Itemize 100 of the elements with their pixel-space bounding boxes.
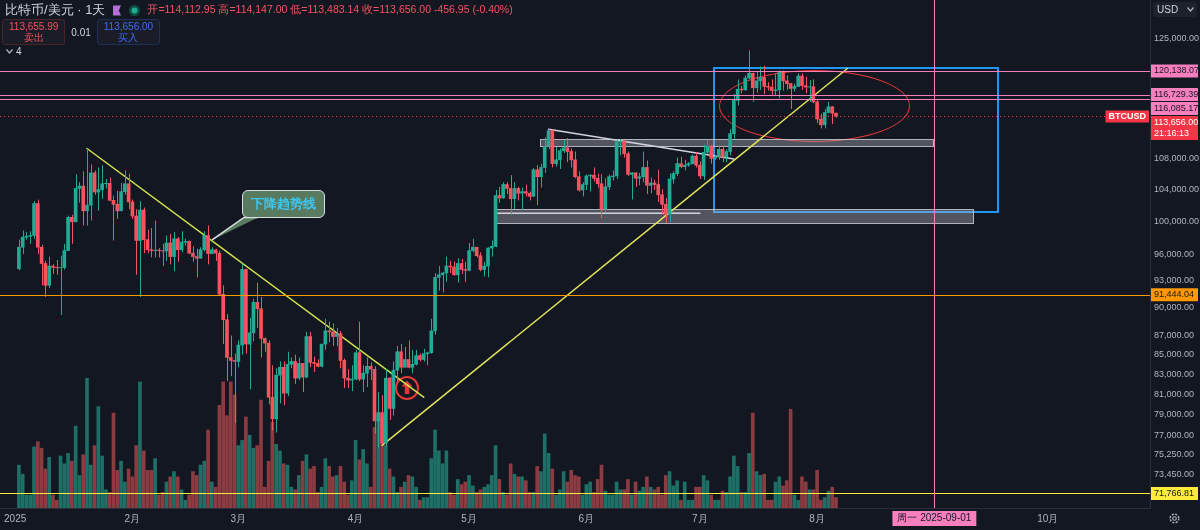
bar (690, 499, 695, 508)
bar (81, 454, 86, 508)
bar (259, 399, 263, 508)
bar (274, 443, 278, 508)
y-tick-label: 100,000.00 (1154, 215, 1200, 226)
bar (542, 433, 547, 508)
y-tick-label: 83,000.00 (1154, 368, 1195, 379)
bar (800, 476, 804, 508)
y-tick-label: 90,000.00 (1154, 302, 1195, 313)
candlestick (17, 239, 21, 271)
bar (32, 446, 36, 508)
bar (244, 416, 248, 508)
candlestick (463, 261, 468, 283)
bar (194, 475, 199, 508)
y-tick-label: 79,000.00 (1154, 409, 1195, 420)
candlestick (361, 364, 365, 393)
candlestick (558, 147, 562, 170)
candlestick (750, 72, 755, 103)
bar (675, 480, 679, 508)
candlestick (323, 318, 328, 351)
y-tick-label: 104,000.00 (1154, 183, 1200, 194)
candlestick (119, 182, 123, 212)
candlestick (70, 214, 74, 245)
bar (421, 497, 426, 508)
bar (769, 499, 774, 508)
bar (747, 453, 751, 508)
bar (815, 469, 819, 508)
bar (141, 450, 146, 508)
ref-line-label: 113,656.00 21:16:13 (1154, 117, 1199, 139)
bar (134, 445, 139, 508)
x-tick-label: 10月 (1037, 512, 1059, 524)
ref-line-label: 91,444.04 (1154, 289, 1195, 300)
candlestick (629, 171, 634, 201)
ref-line-label: 71,766.81 (1154, 487, 1195, 498)
bar (482, 486, 487, 508)
bar (206, 429, 210, 508)
candlestick (554, 146, 558, 168)
candlestick (331, 322, 335, 347)
bar (334, 475, 339, 508)
bar (550, 468, 555, 508)
bar (228, 381, 233, 508)
ref-line-label: 120,138.07 (1154, 65, 1200, 76)
bar (36, 441, 40, 508)
y-tick-label: 87,000.00 (1154, 330, 1195, 341)
bar (119, 460, 123, 508)
y-tick-label: 85,000.00 (1154, 349, 1195, 360)
ref-line-label: 116,085.17 (1154, 103, 1199, 114)
bar (716, 499, 721, 508)
bar (750, 412, 755, 508)
y-tick-label: 108,000.00 (1154, 152, 1200, 163)
candlestick (641, 150, 645, 183)
bar (210, 481, 214, 508)
y-tick-label: 96,000.00 (1154, 249, 1195, 260)
y-tick-label: 81,000.00 (1154, 388, 1195, 399)
bar (516, 476, 521, 508)
bar (47, 456, 52, 508)
candlestick (172, 231, 176, 272)
bar (663, 475, 668, 508)
y-tick-label: 75,250.00 (1154, 449, 1195, 460)
annotation: BTCUSD (1108, 110, 1147, 121)
annotation: 113,656.00 买入 (96, 19, 161, 45)
bar (323, 458, 328, 508)
bar (153, 458, 157, 508)
bar (682, 481, 687, 508)
bar (520, 476, 524, 508)
candlestick (153, 220, 157, 258)
chart-subtitle: 开=114,112.95 高=114,147.00 低=113,483.14 收=113,656.00 -456.95 (-0.40%) (147, 3, 513, 17)
annotation: 下降趋势线 (241, 190, 325, 219)
bar (66, 453, 70, 508)
bar (149, 469, 154, 508)
bar (637, 490, 642, 508)
bar (361, 449, 365, 508)
bar (656, 486, 661, 508)
bar (168, 476, 173, 508)
candlestick (168, 233, 173, 265)
y-axis-title: USD (1157, 4, 1179, 15)
candlestick (399, 343, 403, 374)
bar (698, 486, 702, 508)
bar (293, 489, 297, 508)
bar (645, 476, 649, 508)
annotation: 0.01 (70, 26, 92, 38)
bar (399, 486, 403, 508)
bar (641, 486, 645, 508)
bar (85, 378, 89, 508)
y-tick-label: 125,000.00 (1154, 32, 1200, 43)
bar (172, 471, 176, 508)
bar (463, 481, 468, 508)
bar (175, 476, 180, 508)
candlestick (206, 225, 210, 265)
bar (732, 455, 736, 508)
bar (576, 476, 581, 508)
bar (796, 499, 801, 508)
x-tick-label: 6月 (578, 512, 595, 524)
bar (402, 481, 407, 508)
bar (603, 490, 608, 508)
bar (713, 499, 717, 508)
bar (694, 486, 698, 508)
x-tick-label: 2月 (124, 512, 141, 524)
candlestick (762, 65, 766, 95)
bar (240, 440, 244, 508)
